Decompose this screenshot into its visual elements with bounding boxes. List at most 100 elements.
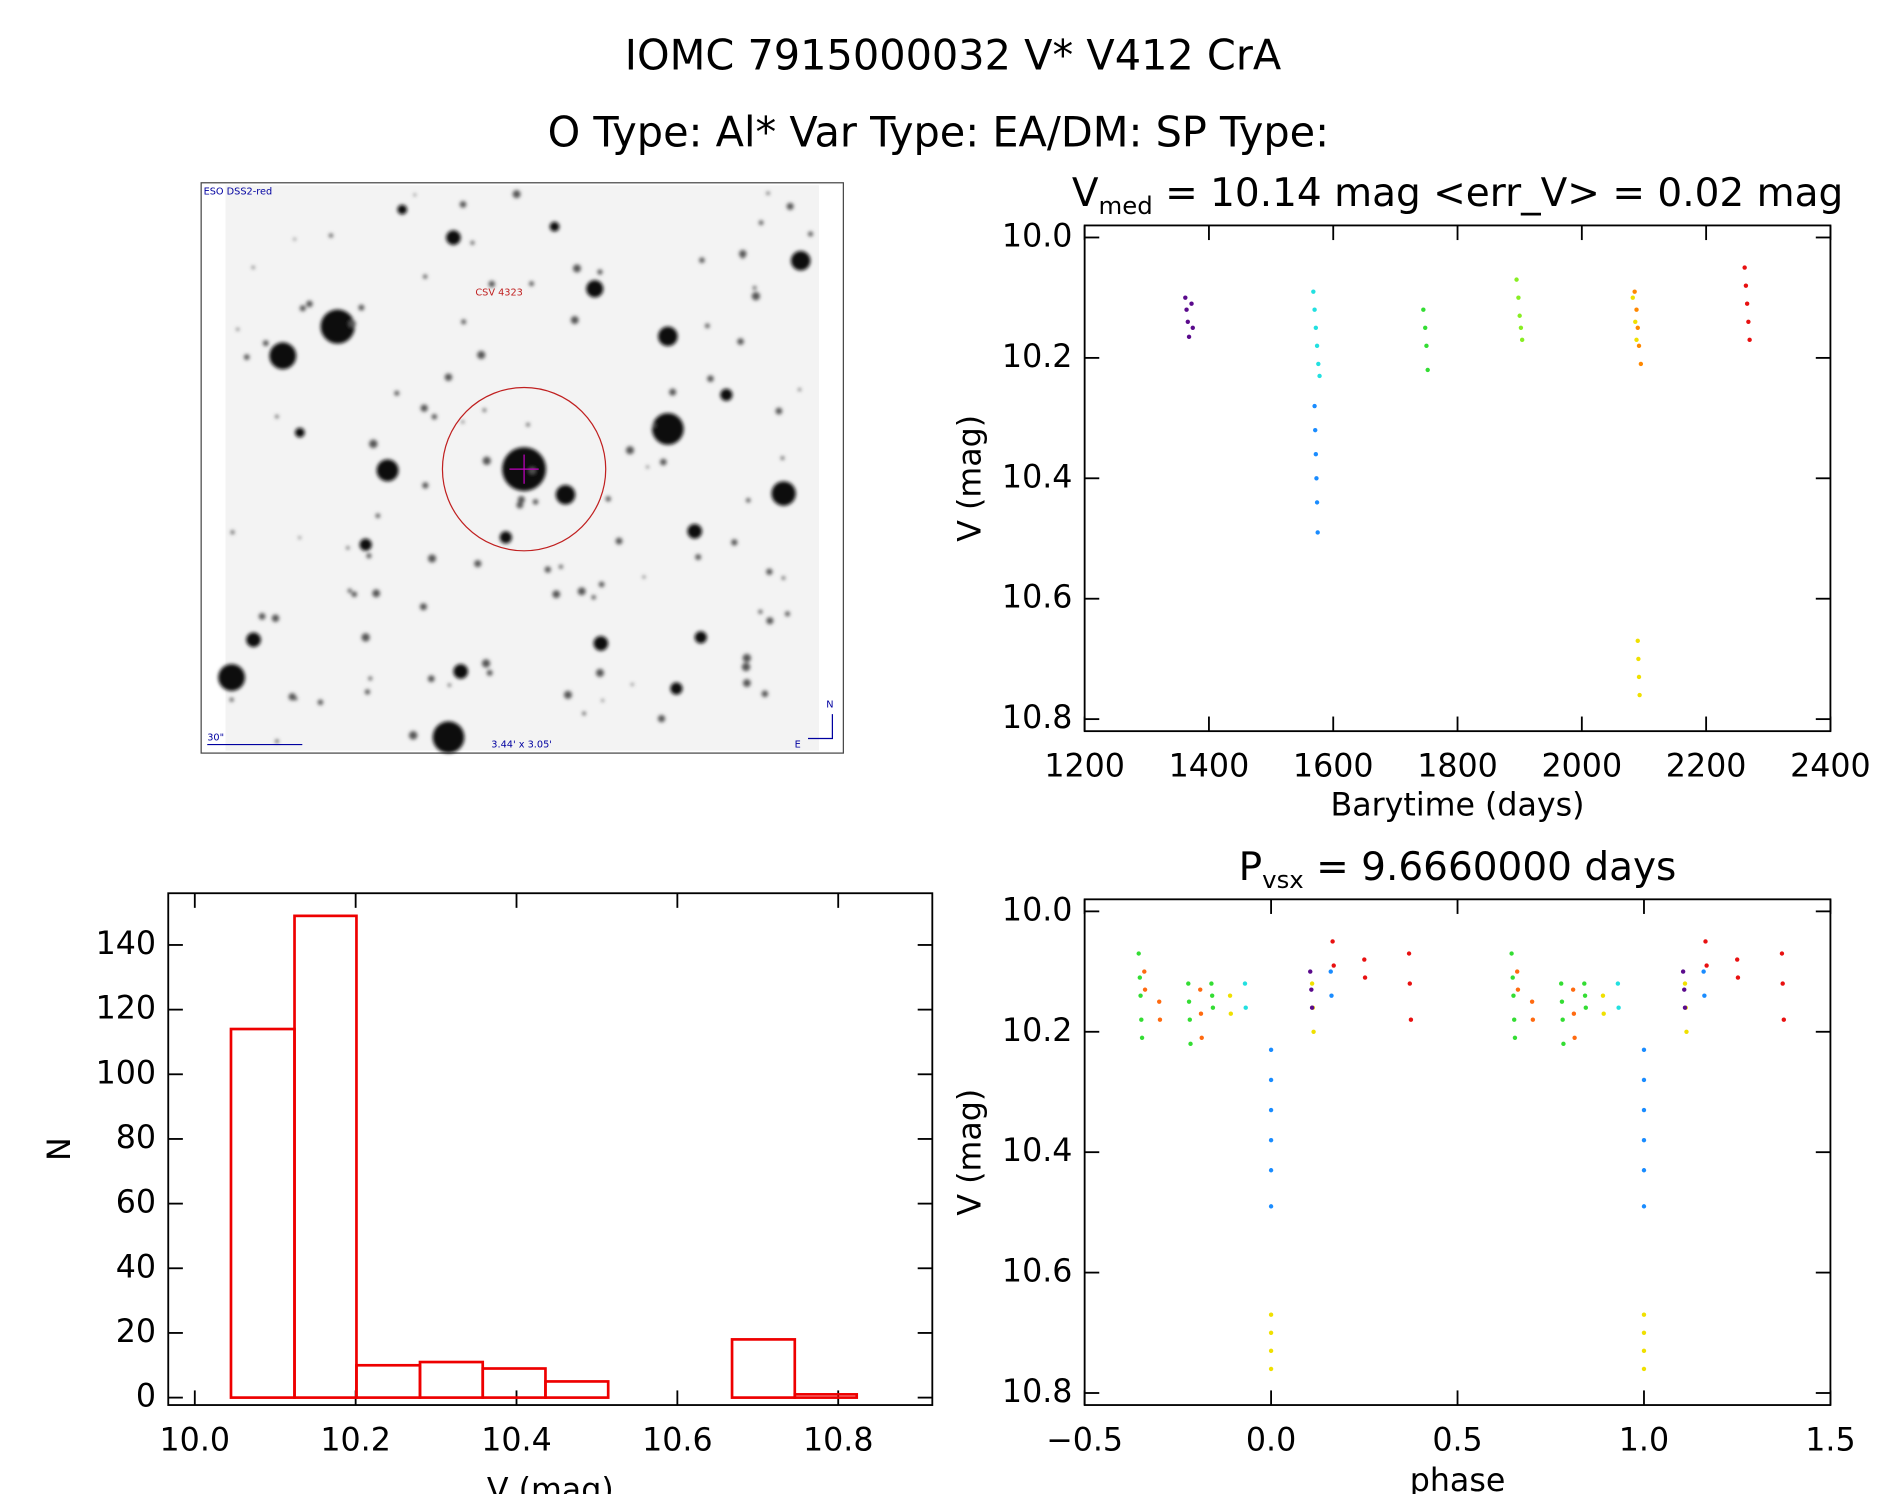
chart: 10.0 10.2 10.4 10.6 10.8 0 20 40 60 80 100 120 140 V …	[42, 892, 934, 1494]
data-point	[1630, 295, 1635, 300]
data-point	[1425, 367, 1430, 373]
data-point	[1514, 277, 1519, 282]
star	[707, 375, 714, 383]
star	[695, 554, 702, 561]
star	[775, 407, 783, 415]
star	[741, 662, 751, 672]
x-tick-label: 2000	[1542, 749, 1623, 785]
star	[461, 420, 465, 424]
star	[630, 683, 634, 686]
subtitle: O Type: Al* Var Type: EA/DM: SP Type:	[548, 108, 1329, 156]
star	[591, 595, 596, 600]
x-tick-label: 1.5	[1805, 1423, 1855, 1459]
star	[474, 560, 482, 568]
data-point	[1268, 1077, 1274, 1083]
star	[470, 240, 475, 245]
star	[570, 316, 579, 324]
star	[737, 338, 744, 345]
data-point	[1582, 981, 1587, 986]
data-point	[1511, 993, 1516, 998]
y-tick-label: 140	[96, 926, 156, 962]
y-tick-label: 0	[136, 1379, 156, 1415]
data-point	[1682, 981, 1688, 986]
data-point	[1682, 1005, 1688, 1010]
data-point	[1641, 1348, 1647, 1354]
bar	[793, 1393, 859, 1399]
star	[366, 553, 372, 559]
survey-label: ESO DSS2-red	[204, 186, 273, 197]
x-axis-label: V (mag)	[487, 1473, 614, 1494]
data-point	[1635, 325, 1640, 330]
data-point	[1582, 993, 1588, 998]
star	[251, 265, 255, 269]
data-point	[1637, 692, 1642, 698]
data-point	[1641, 1168, 1647, 1173]
star	[419, 603, 427, 611]
data-point	[1183, 295, 1188, 300]
data-point	[1317, 373, 1322, 379]
star	[529, 281, 534, 287]
data-point	[1198, 987, 1203, 992]
data-point	[1517, 313, 1522, 318]
data-point	[1703, 939, 1708, 944]
data-point	[1312, 307, 1317, 312]
star	[408, 731, 418, 740]
star	[482, 408, 487, 412]
title-part: V	[1072, 170, 1099, 215]
star	[740, 254, 745, 259]
star	[563, 690, 572, 699]
data-point	[1330, 939, 1335, 944]
data-point	[1510, 975, 1515, 980]
data-point	[1314, 343, 1320, 349]
data-point	[1209, 981, 1214, 986]
star	[306, 300, 313, 308]
star	[453, 664, 469, 679]
y-tick-label: 40	[116, 1249, 156, 1285]
star	[298, 536, 301, 539]
star	[275, 414, 279, 419]
data-point	[1407, 981, 1412, 986]
data-point	[1514, 969, 1520, 974]
star	[422, 482, 429, 489]
x-tick-label: 10.0	[160, 1423, 231, 1459]
data-point	[1362, 957, 1367, 962]
data-point	[1583, 1005, 1588, 1010]
data-point	[1641, 1204, 1647, 1209]
data-point	[1268, 1312, 1274, 1317]
data-point	[1308, 969, 1313, 974]
data-point	[1187, 1017, 1192, 1022]
star	[601, 699, 604, 702]
data-point	[1139, 1017, 1144, 1022]
data-point	[1680, 969, 1686, 974]
data-point	[1572, 1035, 1577, 1040]
x-tick-label: 10.6	[642, 1423, 713, 1459]
star	[625, 446, 635, 455]
data-point	[1519, 337, 1525, 343]
star	[658, 326, 678, 347]
star	[780, 456, 785, 460]
chart-title: Vmed = 10.14 mag <err_V> = 0.02 mag	[1072, 170, 1843, 220]
data-point	[1309, 1005, 1315, 1010]
data-point	[1701, 969, 1706, 974]
data-point	[1142, 969, 1147, 974]
data-point	[1638, 361, 1644, 367]
chart: 1200 1400 1600 1800 2000 2200 2400 10.0 10.2 10.4…	[952, 170, 1870, 823]
y-tick-label: 10.8	[1002, 1374, 1073, 1410]
star	[269, 342, 297, 370]
star	[808, 231, 813, 237]
title-part: = 9.6660000 days	[1304, 844, 1677, 889]
y-axis-label: N	[42, 1137, 78, 1161]
data-point	[1515, 987, 1521, 992]
plot-frame	[167, 892, 934, 1406]
star	[427, 675, 435, 683]
star	[771, 481, 796, 506]
star	[532, 499, 539, 505]
data-point	[1641, 1047, 1647, 1053]
y-axis-label: V (mag)	[952, 1089, 988, 1216]
x-tick-label: 1200	[1044, 749, 1125, 785]
bar	[293, 914, 358, 1399]
data-point	[1529, 999, 1535, 1004]
data-point	[1406, 951, 1412, 956]
star	[705, 323, 710, 329]
